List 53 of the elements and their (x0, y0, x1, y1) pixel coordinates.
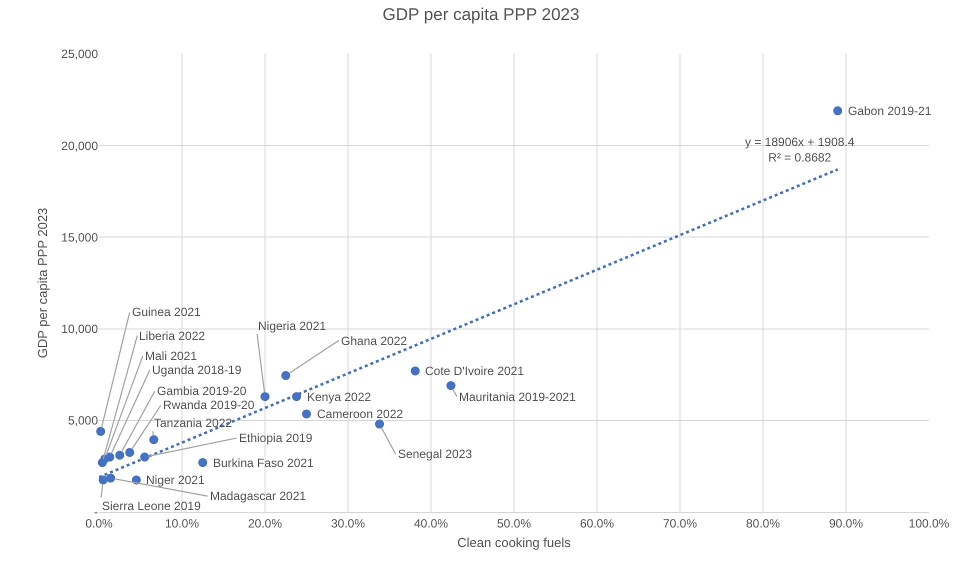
y-tick-label: 20,000 (61, 138, 98, 153)
point (106, 474, 116, 483)
annotation: Rwanda 2019-20 (163, 398, 255, 412)
point (98, 475, 108, 484)
x-tick-label: 100.0% (908, 516, 950, 530)
y-tick-label: 25,000 (61, 47, 98, 62)
point (125, 448, 134, 457)
y-tick-label: 15,000 (61, 230, 98, 244)
point (410, 366, 420, 376)
point (115, 450, 124, 460)
annotation: Cameroon 2022 (317, 407, 404, 421)
annotation: Gabon 2019-21 (848, 104, 932, 118)
point (198, 458, 208, 468)
annotation: Ethiopia 2019 (239, 431, 313, 445)
annotation: Senegal 2023 (398, 447, 472, 461)
x-tick-label: 80.0% (746, 516, 780, 530)
x-axis-title: Clean cooking fuels (457, 535, 572, 550)
point (375, 420, 384, 429)
point (281, 371, 290, 380)
x-tick-label: 70.0% (662, 516, 698, 530)
y-axis-title: GDP per capita PPP 2023 (35, 208, 50, 358)
annotation: y = 18906x + 1908.4 R² = 0.8682 (745, 135, 855, 165)
point (149, 435, 158, 444)
point (260, 392, 270, 402)
annotation: Tanzania 2022 (154, 416, 232, 430)
x-tick-label: 40.0% (414, 516, 448, 530)
x-tick-label: 50.0% (496, 516, 532, 530)
y-tick-label: 10,000 (61, 322, 98, 336)
annotation: Mali 2021 (145, 349, 198, 363)
annotation: Nigeria 2021 (258, 319, 326, 333)
point (96, 426, 106, 436)
annotation: Niger 2021 (146, 473, 206, 487)
annotation: Burkina Faso 2021 (213, 456, 314, 470)
x-tick-label: 90.0% (828, 516, 864, 530)
annotation: Liberia 2022 (139, 329, 206, 343)
y-tick-label: 5,000 (68, 414, 98, 428)
x-tick-label: 20.0% (248, 516, 282, 530)
point (302, 409, 311, 418)
chart-title: GDP per capita PPP 2023 (382, 5, 580, 24)
annotation: Sierra Leone 2019 (102, 499, 202, 513)
annotation: Guinea 2021 (132, 305, 202, 319)
x-tick-label: 30.0% (330, 516, 366, 530)
point (446, 381, 456, 390)
annotation: Cote D'Ivoire 2021 (425, 364, 524, 378)
x-tick-label: 60.0% (580, 516, 614, 530)
x-tick-label: 10.0% (164, 516, 200, 530)
annotation: Kenya 2022 (307, 390, 372, 404)
annotation: Gambia 2019-20 (157, 384, 247, 398)
annotation: Ghana 2022 (341, 334, 408, 348)
annotation: Uganda 2018-19 (152, 363, 242, 377)
annotation: Mauritania 2019-2021 (459, 390, 576, 404)
annotation: Madagascar 2021 (210, 489, 306, 503)
point (833, 106, 842, 116)
